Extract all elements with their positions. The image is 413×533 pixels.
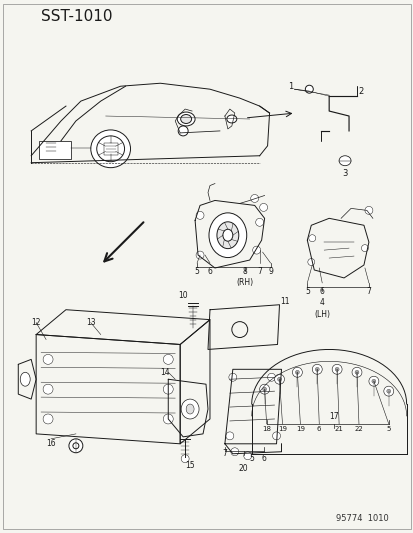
Bar [103, 143, 117, 155]
Ellipse shape [20, 372, 30, 386]
Text: 1: 1 [287, 82, 292, 91]
Text: 2: 2 [358, 87, 363, 96]
Text: 21: 21 [334, 426, 343, 432]
Circle shape [308, 235, 315, 241]
Circle shape [255, 219, 263, 227]
Circle shape [368, 376, 378, 386]
Circle shape [252, 246, 260, 254]
Ellipse shape [222, 229, 232, 241]
Circle shape [351, 367, 361, 377]
Text: 14: 14 [160, 368, 170, 377]
Circle shape [262, 387, 266, 391]
Circle shape [181, 455, 189, 463]
Circle shape [163, 384, 173, 394]
Text: 5: 5 [249, 454, 254, 463]
Circle shape [305, 85, 313, 93]
Ellipse shape [104, 143, 116, 154]
Text: 19: 19 [295, 426, 304, 432]
Circle shape [69, 439, 83, 453]
Ellipse shape [226, 115, 236, 123]
Circle shape [386, 389, 390, 393]
Ellipse shape [186, 404, 194, 414]
Text: 6: 6 [207, 268, 212, 277]
Circle shape [243, 452, 251, 459]
Circle shape [364, 206, 372, 214]
Circle shape [250, 195, 258, 203]
Circle shape [73, 443, 78, 449]
Circle shape [230, 448, 238, 456]
Text: 5: 5 [386, 426, 390, 432]
Text: SST-1010: SST-1010 [41, 9, 112, 24]
Bar [39, 141, 71, 159]
Circle shape [307, 259, 314, 265]
Circle shape [335, 367, 338, 372]
Text: 7: 7 [366, 287, 370, 296]
Text: 6: 6 [261, 454, 266, 463]
Circle shape [267, 373, 275, 381]
Text: 5: 5 [194, 268, 199, 277]
Circle shape [43, 354, 53, 365]
Text: 8: 8 [242, 268, 247, 277]
Circle shape [163, 414, 173, 424]
Ellipse shape [209, 213, 246, 257]
Circle shape [274, 374, 284, 384]
Ellipse shape [180, 115, 191, 124]
Ellipse shape [181, 399, 199, 419]
Text: 7: 7 [222, 449, 227, 458]
Circle shape [315, 367, 318, 372]
Text: 17: 17 [328, 413, 338, 422]
Text: 4: 4 [319, 298, 324, 307]
Circle shape [259, 384, 269, 394]
Text: 16: 16 [46, 439, 56, 448]
Circle shape [178, 126, 188, 136]
Text: 10: 10 [178, 292, 188, 300]
Text: 13: 13 [86, 318, 95, 327]
Text: (RH): (RH) [235, 278, 253, 287]
Circle shape [196, 212, 204, 219]
Text: 7: 7 [256, 268, 261, 277]
Circle shape [295, 370, 299, 374]
Circle shape [228, 373, 236, 381]
Text: 11: 11 [279, 297, 289, 306]
Text: 5: 5 [304, 287, 309, 296]
Circle shape [225, 432, 233, 440]
Ellipse shape [97, 136, 124, 161]
Circle shape [371, 379, 375, 383]
Ellipse shape [177, 112, 195, 126]
Circle shape [196, 251, 204, 259]
Circle shape [163, 354, 173, 365]
Text: 15: 15 [185, 461, 195, 470]
Text: 95774  1010: 95774 1010 [335, 514, 388, 523]
Ellipse shape [216, 222, 238, 248]
Ellipse shape [338, 156, 350, 166]
Text: 19: 19 [277, 426, 286, 432]
Text: 12: 12 [31, 318, 41, 327]
Circle shape [277, 377, 281, 381]
Text: 9: 9 [268, 268, 272, 277]
Circle shape [43, 384, 53, 394]
Text: 22: 22 [354, 426, 363, 432]
Text: 3: 3 [342, 169, 347, 178]
Circle shape [354, 370, 358, 374]
Circle shape [383, 386, 393, 396]
Circle shape [43, 414, 53, 424]
Circle shape [292, 367, 301, 377]
Text: 18: 18 [261, 426, 271, 432]
Circle shape [272, 432, 280, 440]
Circle shape [331, 365, 341, 374]
Ellipse shape [90, 130, 130, 168]
Text: 6: 6 [316, 426, 321, 432]
Text: (LH): (LH) [313, 310, 330, 319]
Circle shape [259, 204, 267, 212]
Text: 6: 6 [319, 287, 324, 296]
Text: 20: 20 [238, 464, 248, 473]
Circle shape [361, 245, 368, 252]
Circle shape [311, 365, 321, 374]
